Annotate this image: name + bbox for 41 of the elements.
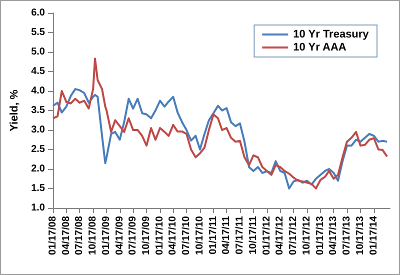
- x-tick-label: 07/17/10: [181, 216, 192, 255]
- x-tick-label: 04/17/08: [60, 216, 72, 255]
- x-tick-label: 01/17/08: [48, 216, 58, 255]
- x-tick-label: 10/17/08: [88, 216, 99, 255]
- x-tick-label: 01/17/10: [154, 216, 166, 255]
- y-tick-label: 4.0: [31, 86, 46, 96]
- y-tick-label: 2.5: [31, 144, 46, 155]
- x-tick-label: 04/17/11: [221, 216, 232, 254]
- x-tick-label: 10/17/09: [141, 216, 152, 255]
- x-tick-label: 07/17/12: [288, 216, 300, 255]
- x-tick-label: 01/17/13: [314, 216, 326, 255]
- x-tick-label: 04/17/13: [328, 216, 340, 255]
- x-tick-label: 04/17/10: [168, 216, 179, 255]
- x-tick-label: 10/17/10: [194, 216, 206, 255]
- x-tick-label: 07/17/09: [128, 216, 139, 255]
- y-tick-label: 3.5: [31, 105, 46, 116]
- x-tick-label: 07/17/11: [234, 216, 246, 254]
- legend-label: 10 Yr Treasury: [293, 28, 370, 40]
- y-tick-label: 5.0: [31, 46, 46, 58]
- x-tick-label: 01/17/14: [368, 216, 380, 255]
- x-tick-label: 04/17/09: [114, 216, 126, 255]
- x-tick-label: 07/17/08: [74, 216, 86, 255]
- x-tick-label: 07/17/13: [341, 216, 352, 255]
- line-series: [52, 88, 388, 190]
- y-axis-title: Yield, %: [8, 89, 21, 132]
- x-tick-label: 01/17/12: [261, 216, 272, 255]
- line-series: [52, 58, 388, 190]
- x-tick-label: 10/17/13: [354, 216, 366, 255]
- y-tick-label: 3.0: [31, 124, 46, 136]
- y-tick-label: 5.5: [31, 27, 46, 38]
- y-tick-label: 4.5: [31, 66, 46, 77]
- x-tick-label: 01/17/11: [208, 216, 219, 254]
- y-tick-label: 2.0: [31, 164, 46, 174]
- y-tick-label: 1.0: [31, 202, 46, 214]
- x-tick-label: 10/17/12: [301, 216, 312, 255]
- legend-label: 10 Yr AAA: [293, 42, 346, 54]
- x-tick-label: 10/17/11: [248, 216, 259, 254]
- y-tick-label: 6.0: [31, 8, 46, 18]
- y-tick-label: 1.5: [31, 183, 46, 194]
- x-tick-label: 04/17/12: [274, 216, 286, 255]
- x-tick-label: 01/17/09: [101, 216, 112, 255]
